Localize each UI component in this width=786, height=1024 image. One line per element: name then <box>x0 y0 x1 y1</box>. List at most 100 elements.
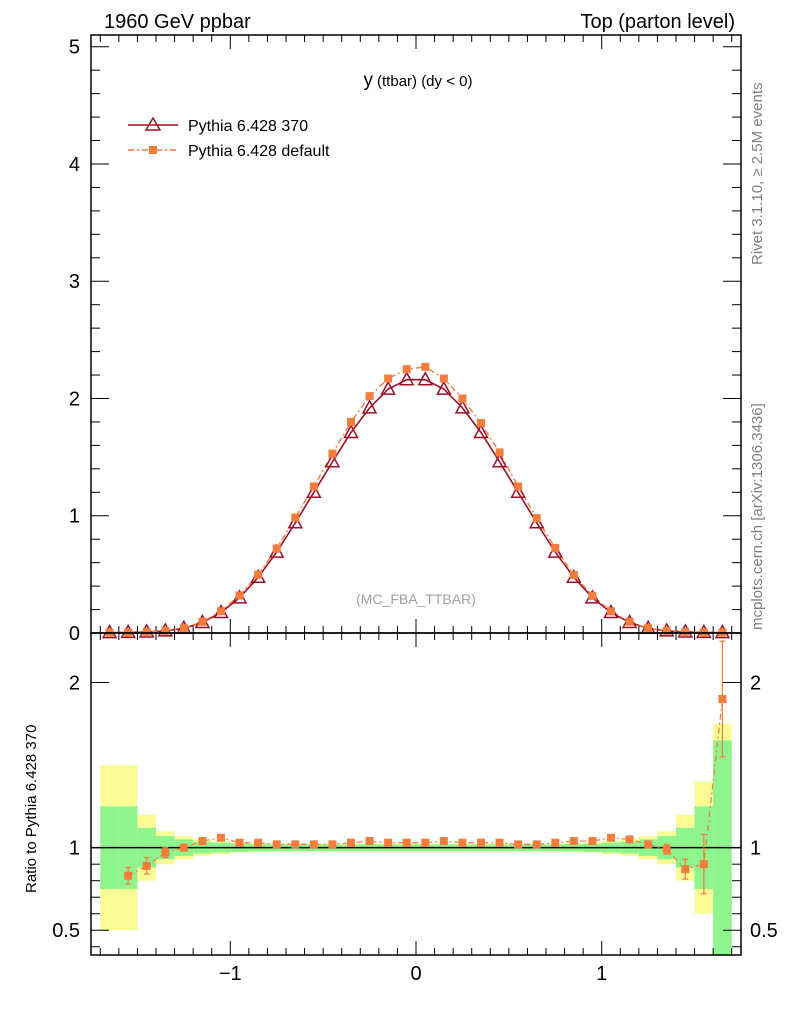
point-pythia-default <box>309 482 318 491</box>
point-pythia-370 <box>454 399 471 414</box>
x-tick-label: 1 <box>596 963 607 985</box>
y-tick-label-main: 2 <box>69 388 80 410</box>
series-line-pythia-default <box>109 366 723 634</box>
ratio-point-pythia-default <box>495 838 504 847</box>
ratio-point-pythia-default <box>681 865 690 874</box>
ratio-point-pythia-default <box>272 840 281 849</box>
point-pythia-default <box>681 628 690 637</box>
ratio-point-pythia-default <box>235 838 244 847</box>
point-pythia-default <box>402 365 411 374</box>
x-tick-label: 0 <box>410 963 421 985</box>
point-pythia-370 <box>491 453 508 468</box>
ratio-point-pythia-default <box>179 843 188 852</box>
point-pythia-default <box>625 617 634 626</box>
legend-label-pythia-370: Pythia 6.428 370 <box>188 118 308 135</box>
ratio-point-pythia-default <box>124 871 133 880</box>
y-tick-label-ratio-left: 1 <box>69 838 80 860</box>
point-pythia-default <box>532 514 541 523</box>
point-pythia-default <box>365 392 374 401</box>
point-pythia-370 <box>361 399 378 414</box>
ratio-point-pythia-default <box>458 838 467 847</box>
mcplots-reference-label: mcplots.cern.ch [arXiv:1306.3436] <box>749 403 766 630</box>
point-pythia-default <box>421 362 430 371</box>
ratio-point-pythia-default <box>142 861 151 870</box>
point-pythia-default <box>179 624 188 633</box>
ratio-point-pythia-default <box>532 840 541 849</box>
ratio-point-pythia-default <box>607 833 615 842</box>
ratio-point-pythia-default <box>477 838 485 847</box>
point-pythia-370 <box>287 514 304 529</box>
y-tick-label-ratio-right: 1 <box>750 838 761 860</box>
ratio-point-pythia-default <box>198 837 207 846</box>
point-pythia-default <box>495 448 504 457</box>
point-pythia-default <box>272 544 281 553</box>
point-pythia-default <box>644 624 653 633</box>
main-axis-ticks <box>91 35 741 634</box>
point-pythia-default <box>607 607 615 616</box>
ratio-point-pythia-default <box>588 837 597 846</box>
ratio-point-pythia-default <box>161 848 170 857</box>
point-pythia-default <box>142 628 151 637</box>
legend: Pythia 6.428 370 Pythia 6.428 default <box>128 116 330 160</box>
ratio-point-pythia-default <box>291 840 300 849</box>
ratio-point-pythia-default <box>718 695 727 704</box>
point-pythia-370 <box>473 423 489 439</box>
point-pythia-default <box>347 417 355 426</box>
point-pythia-default <box>588 591 597 600</box>
point-pythia-370 <box>343 423 359 439</box>
y-tick-label-main: 1 <box>69 506 80 528</box>
point-pythia-370 <box>398 371 415 386</box>
ratio-point-pythia-default <box>254 838 263 847</box>
point-pythia-default <box>514 482 523 491</box>
ratio-point-pythia-default <box>439 837 448 846</box>
y-tick-label-ratio-left: 2 <box>69 673 80 695</box>
point-pythia-default <box>569 570 578 579</box>
point-pythia-default <box>161 626 170 635</box>
ratio-point-pythia-default <box>384 838 393 847</box>
ratio-point-pythia-default <box>569 837 578 846</box>
x-tick-label: −1 <box>219 963 242 985</box>
ratio-point-pythia-default <box>662 845 671 854</box>
point-pythia-370 <box>306 483 322 499</box>
point-pythia-default <box>198 617 207 626</box>
point-pythia-370 <box>417 371 434 386</box>
ratio-point-pythia-default <box>644 840 653 849</box>
point-pythia-default <box>662 626 671 635</box>
y-tick-label-main: 5 <box>69 37 80 59</box>
point-pythia-370 <box>436 380 452 395</box>
ratio-point-pythia-default <box>625 835 634 844</box>
point-pythia-default <box>291 513 300 522</box>
ratio-point-pythia-default <box>402 838 411 847</box>
y-tick-label-main: 3 <box>69 271 80 293</box>
header-energy-label: 1960 GeV ppbar <box>104 11 251 33</box>
point-pythia-default <box>477 419 485 428</box>
point-pythia-default <box>217 607 225 616</box>
series-line-pythia-370 <box>109 378 723 634</box>
y-tick-label-ratio-left: 0.5 <box>52 920 80 942</box>
point-pythia-370 <box>510 483 526 499</box>
point-pythia-default <box>328 449 337 458</box>
point-pythia-default <box>254 570 263 579</box>
y-tick-label-main: 4 <box>69 154 80 176</box>
ratio-point-pythia-default <box>309 840 318 849</box>
ratio-point-pythia-default <box>551 838 560 847</box>
point-pythia-default <box>458 394 467 403</box>
ratio-point-pythia-default <box>699 860 708 869</box>
rivet-version-label: Rivet 3.1.10, ≥ 2.5M events <box>749 83 766 266</box>
point-pythia-370 <box>324 453 341 468</box>
y-tick-label-main: 0 <box>69 623 80 645</box>
tick-labels: −1 0 1 0 1 2 3 4 5 0.5 0.5 1 1 2 2 <box>52 37 778 985</box>
ratio-point-pythia-default <box>514 840 523 849</box>
ratio-point-pythia-default <box>217 833 225 842</box>
y-tick-label-ratio-right: 0.5 <box>750 920 778 942</box>
plot-title-variable: y <box>364 70 374 91</box>
point-pythia-default <box>384 374 393 383</box>
header-process-label: Top (parton level) <box>580 11 735 33</box>
ratio-axis-ticks <box>91 633 741 955</box>
ratio-points <box>124 640 727 895</box>
legend-marker-pythia-default <box>149 146 157 154</box>
ratio-point-pythia-default <box>421 838 430 847</box>
legend-marker-pythia-370 <box>144 116 162 131</box>
point-pythia-default <box>551 543 560 552</box>
